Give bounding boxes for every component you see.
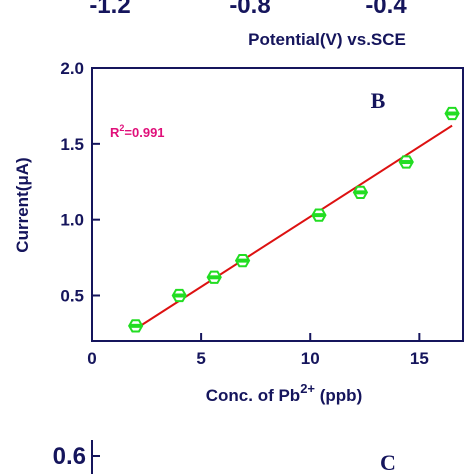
y-tick-label: 2.0 [60,59,84,78]
data-point-band [208,275,220,280]
y-tick-label: 1.5 [60,135,84,154]
r-squared-annotation: R2=0.991 [110,123,165,140]
top-x-tick-label: -0.4 [365,0,407,19]
x-axis-title: Conc. of Pb2+ (ppb) [206,381,362,405]
data-point-band [313,213,325,218]
panel-label-c: C [380,450,396,474]
x-tick-label: 0 [87,349,96,368]
panel-label-b: B [371,88,386,113]
top-x-tick-label: -0.8 [229,0,270,19]
y-tick-label: 0.5 [60,287,84,306]
plot-frame [91,67,464,342]
x-ticks [91,333,421,341]
y-tick-labels: 0.5 1.0 1.5 2.0 [60,59,84,306]
bottom-panel: 0.6 C [53,440,396,474]
data-points [127,106,460,333]
data-point-band [400,160,412,165]
x-tick-labels: 0 5 10 15 [87,349,429,368]
top-x-tick-label: -1.2 [89,0,130,19]
x-axis-title-base: Conc. of Pb [206,386,300,405]
x-axis-title-rest: (ppb) [315,386,362,405]
data-point-band [237,258,249,263]
x-tick-label: 5 [196,349,205,368]
panel-b: 0.5 1.0 1.5 2.0 0 5 10 15 Current(μA) Co… [13,59,464,405]
data-point-band [173,293,185,298]
top-panel: -1.2 -0.8 -0.4 Potential(V) vs.SCE [89,0,407,49]
x-axis-title-sup: 2+ [300,381,315,396]
data-point-band [446,111,458,116]
y-axis-title: Current(μA) [13,157,32,252]
r2-sup: 2 [119,123,124,133]
data-point-band [354,190,366,195]
bottom-y-tick-label: 0.6 [53,443,86,470]
fit-line [135,124,453,330]
x-tick-label: 15 [410,349,429,368]
y-tick-label: 1.0 [60,211,84,230]
data-point-band [130,323,142,328]
x-tick-label: 10 [301,349,320,368]
r2-rest: =0.991 [124,125,164,140]
y-ticks [92,67,100,297]
r2-base: R [110,125,120,140]
top-x-axis-title: Potential(V) vs.SCE [248,30,406,49]
